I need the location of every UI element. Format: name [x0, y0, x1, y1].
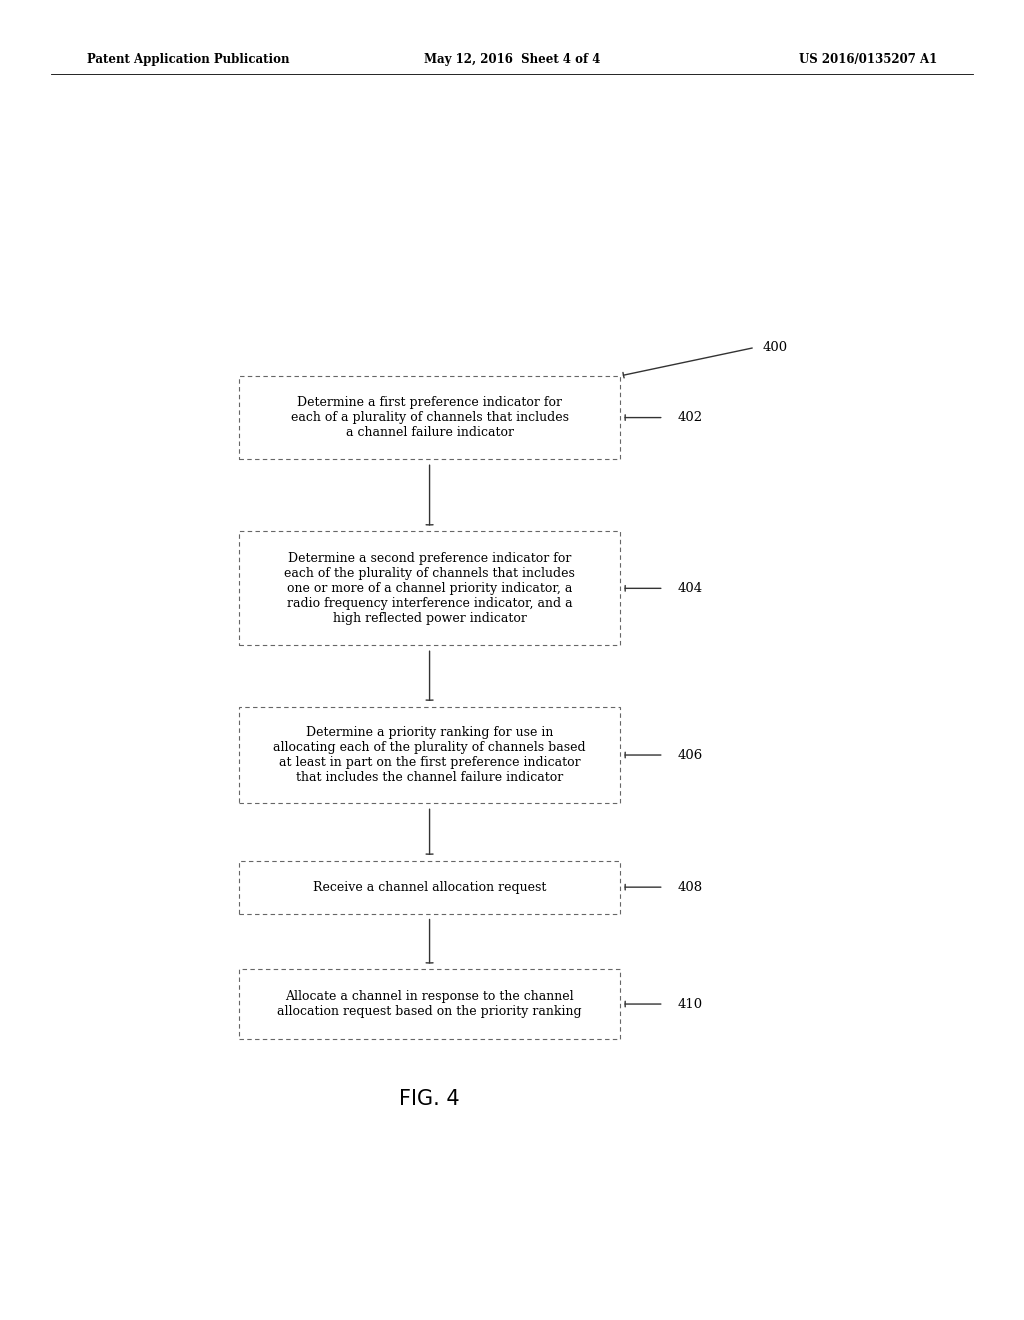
Text: 406: 406: [678, 748, 703, 762]
Text: Determine a priority ranking for use in
allocating each of the plurality of chan: Determine a priority ranking for use in …: [273, 726, 586, 784]
Text: Determine a first preference indicator for
each of a plurality of channels that : Determine a first preference indicator f…: [291, 396, 568, 440]
FancyBboxPatch shape: [240, 376, 620, 459]
FancyBboxPatch shape: [240, 532, 620, 645]
Text: US 2016/0135207 A1: US 2016/0135207 A1: [799, 53, 937, 66]
Text: 408: 408: [678, 880, 703, 894]
FancyBboxPatch shape: [240, 706, 620, 804]
Text: Allocate a channel in response to the channel
allocation request based on the pr: Allocate a channel in response to the ch…: [278, 990, 582, 1018]
Text: FIG. 4: FIG. 4: [399, 1089, 460, 1109]
Text: May 12, 2016  Sheet 4 of 4: May 12, 2016 Sheet 4 of 4: [424, 53, 600, 66]
Text: Determine a second preference indicator for
each of the plurality of channels th: Determine a second preference indicator …: [284, 552, 575, 624]
Text: Patent Application Publication: Patent Application Publication: [87, 53, 290, 66]
FancyBboxPatch shape: [240, 861, 620, 913]
Text: 402: 402: [678, 411, 703, 424]
FancyBboxPatch shape: [240, 969, 620, 1039]
Text: 404: 404: [678, 582, 703, 595]
Text: Receive a channel allocation request: Receive a channel allocation request: [313, 880, 546, 894]
Text: 410: 410: [678, 998, 703, 1011]
Text: 400: 400: [763, 341, 788, 354]
